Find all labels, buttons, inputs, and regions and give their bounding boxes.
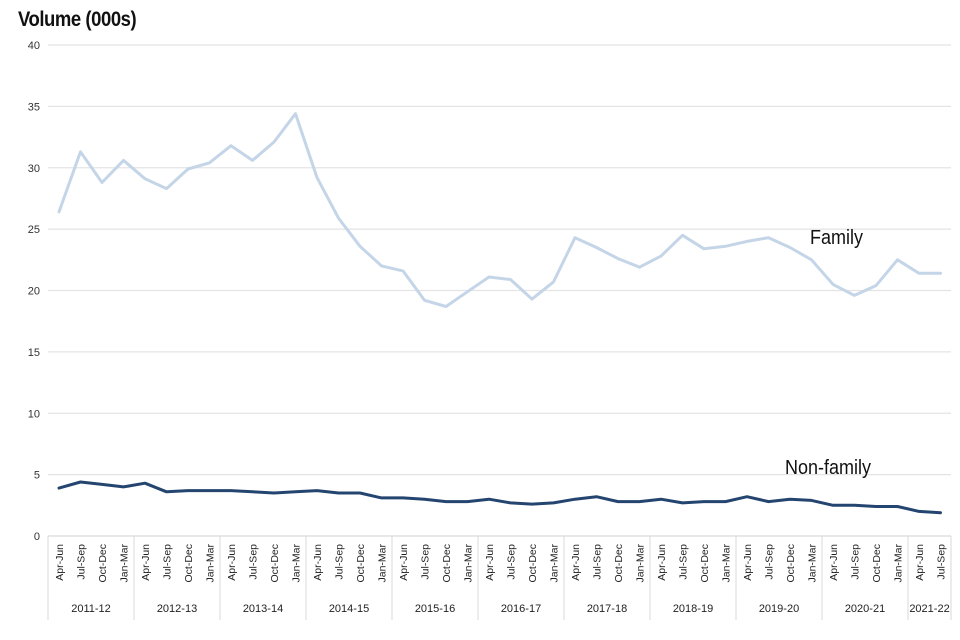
quarter-label: Jul-Sep [764,544,776,580]
financial-year-label: 2012-13 [157,603,197,615]
y-tick-label: 30 [28,163,40,175]
financial-year-label: 2015-16 [415,603,455,615]
y-axis: 0 5 10 15 20 25 30 35 40 [28,40,40,543]
financial-year-label: 2014-15 [329,603,369,615]
quarter-label: Jan-Mar [205,544,217,583]
quarter-label: Apr-Jun [226,544,238,581]
gridlines [48,44,951,537]
y-tick-label: 15 [28,347,40,359]
quarter-label: Oct-Dec [441,544,453,583]
y-tick-label: 0 [34,531,40,543]
quarter-label: Apr-Jun [54,544,66,581]
quarter-label: Oct-Dec [613,544,625,583]
quarter-label: Jul-Sep [506,544,518,580]
quarter-label: Apr-Jun [140,544,152,581]
quarter-label: Apr-Jun [742,544,754,581]
quarter-label: Jan-Mar [635,544,647,583]
quarter-label: Apr-Jun [914,544,926,581]
financial-year-label: 2019-20 [759,603,799,615]
chart-title: Volume (000s) [18,8,137,31]
financial-year-label: 2017-18 [587,603,627,615]
quarter-label: Jul-Sep [76,544,88,580]
financial-year-label: 2013-14 [243,603,283,615]
quarter-label: Oct-Dec [699,544,711,583]
financial-year-label: 2018-19 [673,603,713,615]
quarter-label: Apr-Jun [484,544,496,581]
series-line-non-family [57,480,942,515]
quarter-label: Jul-Sep [420,544,432,580]
quarter-label: Oct-Dec [355,544,367,583]
y-tick-label: 40 [28,40,40,52]
quarter-label: Oct-Dec [871,544,883,583]
quarter-label: Oct-Dec [97,544,109,583]
financial-year-label: 2011-12 [71,603,111,615]
quarter-label: Apr-Jun [312,544,324,581]
quarter-label: Apr-Jun [656,544,668,581]
y-tick-label: 10 [28,408,40,420]
quarter-label: Jul-Sep [162,544,174,580]
y-tick-label: 25 [28,224,40,236]
quarter-label: Jan-Mar [893,544,905,583]
financial-year-label: 2016-17 [501,603,541,615]
quarter-label: Jul-Sep [850,544,862,580]
quarter-label: Jan-Mar [463,544,475,583]
quarter-label: Apr-Jun [828,544,840,581]
quarter-label: Jan-Mar [807,544,819,583]
quarter-label: Oct-Dec [183,544,195,583]
series-line-family [57,112,942,308]
series-label-family: Family [810,227,863,249]
quarter-label: Jan-Mar [119,544,131,583]
y-tick-label: 20 [28,286,40,298]
y-tick-label: 35 [28,101,40,113]
y-tick-label: 5 [34,470,40,482]
series-lines [57,112,942,515]
quarter-label: Oct-Dec [785,544,797,583]
quarter-label: Jan-Mar [721,544,733,583]
quarter-label: Apr-Jun [570,544,582,581]
quarter-label: Jul-Sep [678,544,690,580]
quarter-label: Jul-Sep [248,544,260,580]
quarter-label: Jan-Mar [291,544,303,583]
quarter-label: Jan-Mar [549,544,561,583]
quarter-label: Oct-Dec [527,544,539,583]
quarter-label: Apr-Jun [398,544,410,581]
series-label-non-family: Non-family [785,457,871,479]
financial-year-label: 2020-21 [845,603,885,615]
quarter-label: Jul-Sep [592,544,604,580]
quarter-label: Oct-Dec [269,544,281,583]
quarter-label: Jul-Sep [936,544,948,580]
quarter-label: Jan-Mar [377,544,389,583]
series-labels: Family Non-family [785,227,871,479]
financial-year-label: 2021-22 [909,603,949,615]
x-axis: Apr-Jun Jul-Sep Oct-Dec Jan-Mar 2011-12 Apr-J… [47,536,952,620]
quarter-label: Jul-Sep [334,544,346,580]
